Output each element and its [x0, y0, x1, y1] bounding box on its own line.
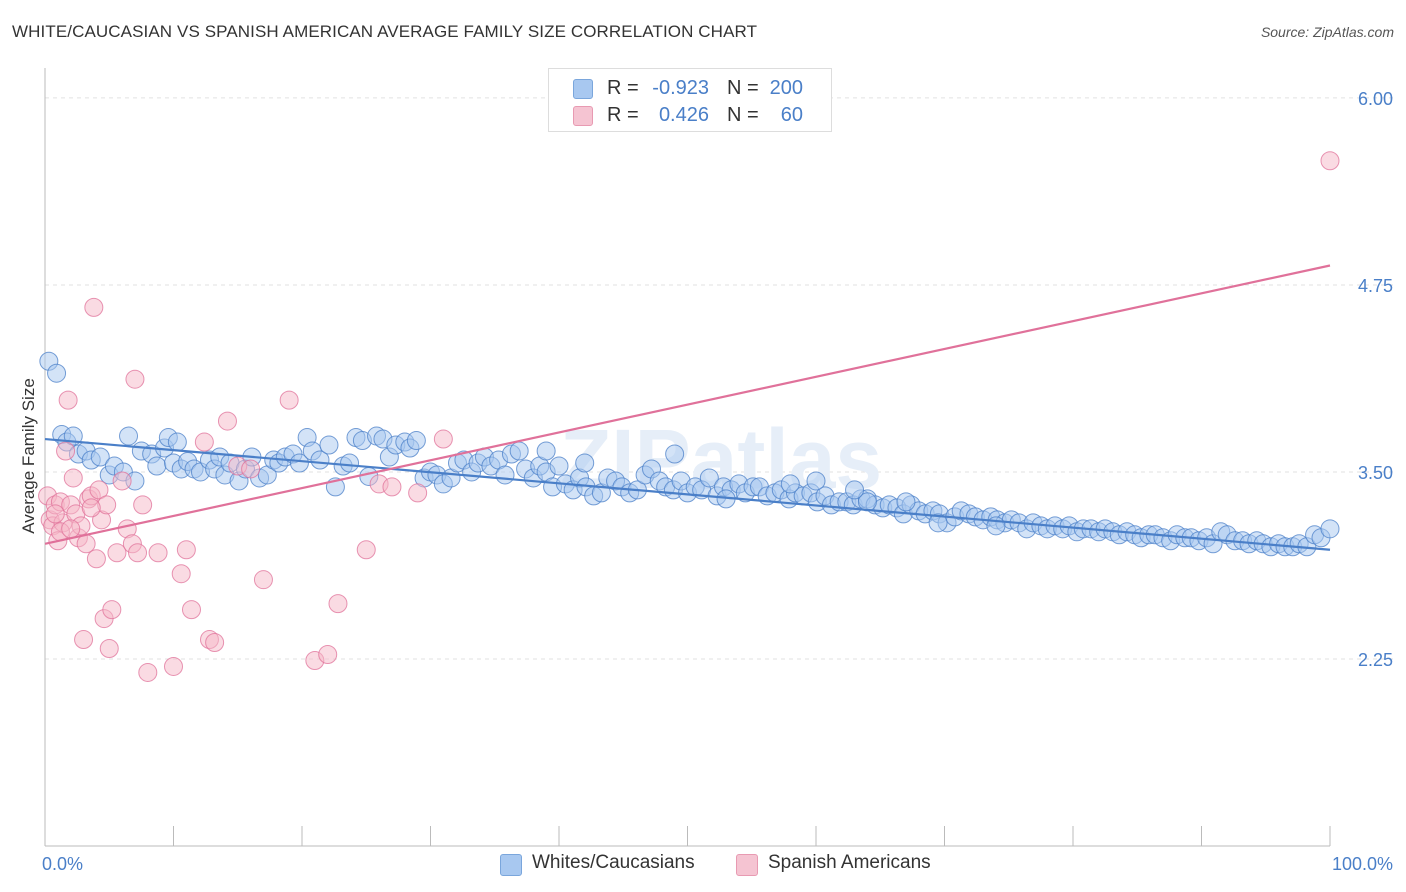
point-spanish-48	[328, 594, 348, 614]
point-spanish-53	[433, 429, 453, 449]
legend-n-label: N =	[727, 104, 759, 126]
legend-r-value: 0.426	[658, 104, 709, 126]
point-spanish-7	[56, 441, 76, 461]
point-whites-56	[406, 431, 426, 451]
point-spanish-51	[382, 477, 402, 497]
x-axis-ticks	[44, 826, 1331, 846]
point-spanish-14	[74, 630, 94, 650]
point-spanish-52	[408, 483, 428, 503]
point-whites-39	[289, 453, 309, 473]
chart-source: Source: ZipAtlas.com	[1260, 24, 1394, 40]
point-spanish-18	[84, 297, 104, 317]
point-spanish-58	[81, 498, 101, 518]
y-axis-tick-labels: 6.00 4.75 3.50 2.25	[1358, 89, 1393, 670]
legend-n-value: 60	[780, 104, 803, 126]
grid-lines	[45, 97, 1394, 660]
point-whites-189	[806, 471, 826, 491]
y-axis-label: Average Family Size	[19, 378, 38, 534]
point-spanish-56	[61, 519, 81, 539]
series-legend-label-spanish: Spanish Americans	[768, 852, 931, 873]
correlation-legend: R = -0.923 N = 200 R = 0.426 N = 60	[548, 68, 832, 132]
point-spanish-30	[128, 543, 148, 563]
series-spanish-points	[38, 151, 1340, 682]
point-spanish-43	[241, 459, 261, 479]
point-spanish-25	[102, 600, 122, 620]
point-whites-8	[90, 447, 110, 467]
point-spanish-26	[107, 543, 127, 563]
point-spanish-31	[133, 495, 153, 515]
point-whites-20	[167, 432, 187, 452]
point-spanish-44	[253, 570, 273, 590]
series-legend-label-whites: Whites/Caucasians	[532, 852, 695, 873]
point-whites-71	[509, 441, 529, 461]
point-spanish-24	[99, 639, 119, 659]
y-tick-label-2: 3.50	[1358, 463, 1393, 483]
point-whites-46	[340, 453, 360, 473]
trend-line-whites	[44, 437, 1331, 551]
point-spanish-40	[205, 633, 225, 653]
point-spanish-19	[86, 549, 106, 569]
point-spanish-54	[125, 369, 145, 389]
point-whites-192	[536, 441, 556, 461]
legend-r-label: R =	[607, 104, 639, 126]
point-whites-191	[896, 492, 916, 512]
legend-row-whites: R = -0.923 N = 200	[549, 75, 831, 101]
point-whites-42	[310, 450, 330, 470]
point-whites-69	[495, 465, 515, 485]
point-spanish-10	[63, 468, 83, 488]
chart-title: WHITE/CAUCASIAN VS SPANISH AMERICAN AVER…	[12, 22, 758, 41]
x-tick-label-max: 100.0%	[1332, 854, 1393, 874]
point-spanish-59	[1320, 151, 1340, 171]
point-spanish-15	[76, 534, 96, 554]
series-legend-swatch-spanish	[736, 854, 758, 876]
legend-r-label: R =	[607, 77, 639, 99]
point-spanish-57	[45, 504, 65, 524]
point-spanish-33	[148, 543, 168, 563]
legend-r-value: -0.923	[652, 77, 709, 99]
point-spanish-20	[89, 480, 109, 500]
point-spanish-49	[356, 540, 376, 560]
legend-swatch-spanish	[573, 106, 593, 126]
point-whites-1	[47, 363, 67, 383]
point-whites-190	[845, 480, 865, 500]
y-tick-label-3: 2.25	[1358, 650, 1393, 670]
point-spanish-37	[181, 600, 201, 620]
legend-n-label: N =	[727, 77, 759, 99]
point-spanish-34	[164, 656, 183, 676]
point-spanish-23	[97, 495, 117, 515]
point-whites-16	[147, 456, 167, 476]
trend-lines	[44, 264, 1331, 551]
legend-n-value: 200	[769, 77, 803, 99]
point-spanish-27	[112, 471, 132, 491]
series-legend-swatch-whites	[500, 854, 522, 876]
point-whites-193	[665, 444, 685, 464]
point-whites-184	[1320, 519, 1340, 539]
trend-line-spanish	[44, 264, 1331, 545]
point-spanish-36	[176, 540, 196, 560]
y-tick-label-1: 4.75	[1358, 276, 1393, 296]
point-whites-77	[549, 456, 569, 476]
point-spanish-38	[194, 432, 214, 452]
legend-row-spanish: R = 0.426 N = 60	[549, 102, 831, 128]
point-spanish-41	[217, 411, 237, 431]
point-spanish-8	[58, 390, 78, 410]
point-whites-188	[780, 474, 800, 494]
point-whites-98	[699, 468, 719, 488]
point-whites-194	[575, 453, 595, 473]
point-spanish-45	[279, 390, 299, 410]
y-tick-label-0: 6.00	[1358, 89, 1393, 109]
legend-swatch-whites	[573, 79, 593, 99]
point-whites-12	[119, 426, 139, 446]
x-tick-label-min: 0.0%	[42, 854, 83, 874]
point-spanish-32	[138, 662, 158, 682]
point-whites-195	[928, 513, 948, 533]
point-whites-43	[319, 435, 339, 455]
point-spanish-35	[171, 564, 191, 584]
point-spanish-47	[318, 644, 338, 664]
